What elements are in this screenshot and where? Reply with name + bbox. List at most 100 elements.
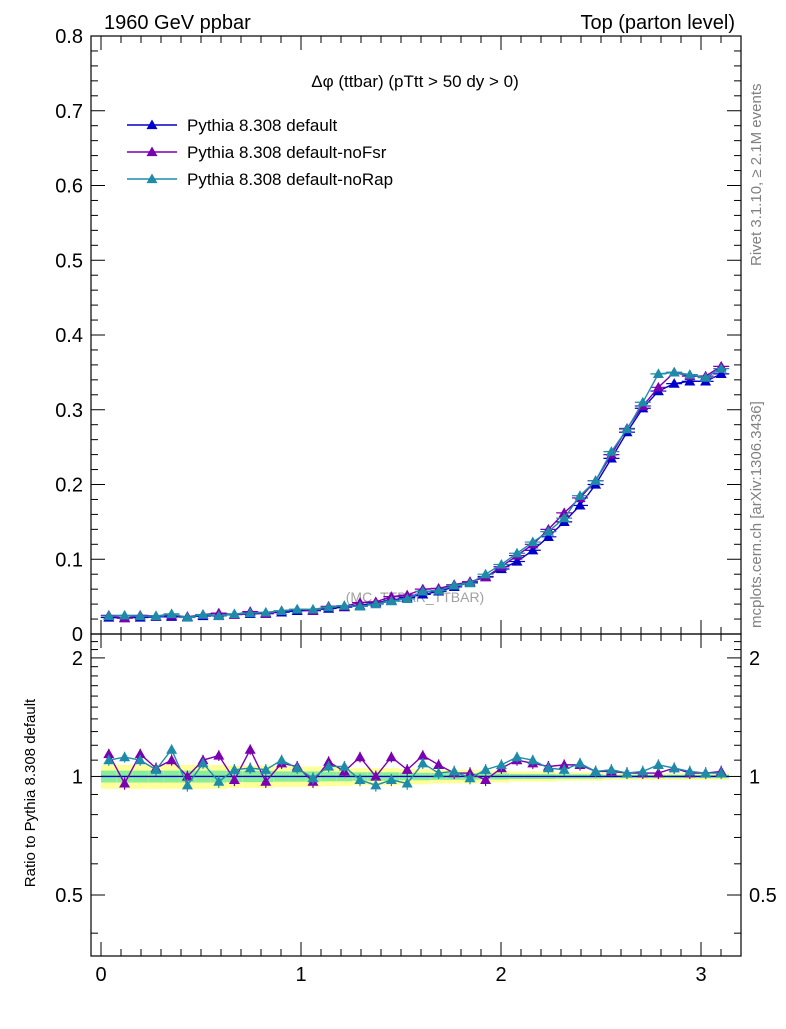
data-point <box>715 363 727 373</box>
ratio-point <box>417 750 429 760</box>
data-point <box>417 585 429 596</box>
ratio-point <box>213 776 225 786</box>
header-right: Top (parton level) <box>580 12 735 34</box>
ratio-point <box>166 754 178 765</box>
data-point <box>276 605 288 615</box>
ratio-panel: 0.5 0.5 1 1 2 2 0 1 2 3 Ratio to Pythia 8.308 def… <box>22 633 777 986</box>
data-point <box>228 608 240 618</box>
ratio-point <box>700 767 712 778</box>
ratio-point <box>370 779 382 790</box>
ratio-point <box>338 760 350 771</box>
ratio-point <box>103 748 115 759</box>
ratio-tick-labels: 0.5 0.5 1 1 2 2 0 1 2 3 <box>55 648 777 986</box>
ratio-point <box>276 754 288 765</box>
mcplots-label: mcplots.cern.ch [arXiv:1306.3436] <box>748 401 765 628</box>
data-point <box>574 499 586 510</box>
ratio-point <box>291 762 303 773</box>
ratio-y-tick-label-right: 1 <box>749 766 760 788</box>
ratio-point <box>590 765 602 776</box>
y-tick-label: 0 <box>72 624 83 646</box>
ratio-point <box>134 754 146 765</box>
y-tick-label: 0.2 <box>55 475 83 497</box>
ratio-point <box>228 764 240 774</box>
ratio-point <box>637 765 649 776</box>
data-point <box>260 606 272 617</box>
data-point <box>652 368 664 378</box>
data-point <box>668 378 680 388</box>
ratio-point <box>495 759 507 770</box>
ratio-point <box>134 748 146 759</box>
ratio-point <box>244 744 256 754</box>
ratio-point <box>260 776 272 786</box>
legend-marker <box>146 173 158 184</box>
ratio-y-tick-label: 1 <box>72 766 83 788</box>
main-series-group <box>100 360 730 623</box>
ratio-point <box>652 759 664 770</box>
ratio-point <box>370 770 382 781</box>
ratio-point <box>401 777 413 788</box>
data-point <box>370 598 382 609</box>
data-point <box>652 381 664 392</box>
ratio-point <box>652 767 664 778</box>
data-point <box>590 475 602 485</box>
legend-marker <box>146 119 158 130</box>
x-tick-label: 1 <box>295 964 306 986</box>
ratio-point <box>213 750 225 760</box>
data-point <box>119 609 131 620</box>
ratio-point <box>480 764 492 774</box>
data-point <box>637 396 649 407</box>
data-point <box>700 372 712 382</box>
y-tick-label: 0.5 <box>55 250 83 272</box>
ratio-ylabel: Ratio to Pythia 8.308 default <box>22 698 39 887</box>
ratio-point <box>605 764 617 774</box>
ratio-frame <box>90 633 742 957</box>
ratio-axis-ticks <box>91 634 741 956</box>
data-point <box>197 609 209 619</box>
legend-marker <box>146 146 158 157</box>
ratio-point <box>417 757 429 768</box>
y-tick-label: 0.4 <box>55 325 83 347</box>
data-point <box>323 601 335 612</box>
ratio-point <box>307 772 319 783</box>
data-point <box>715 368 727 378</box>
data-point <box>605 446 617 456</box>
y-tick-label: 0.7 <box>55 101 83 123</box>
ratio-point <box>558 764 570 774</box>
data-point <box>542 531 554 541</box>
data-point <box>511 555 523 566</box>
rivet-label: Rivet 3.1.10, ≥ 2.1M events <box>748 84 765 267</box>
x-tick-label: 3 <box>695 964 706 986</box>
ratio-point <box>668 762 680 773</box>
ratio-point <box>323 760 335 771</box>
x-tick-label: 2 <box>495 964 506 986</box>
ratio-y-tick-label: 0.5 <box>55 885 83 907</box>
data-point <box>181 612 193 622</box>
data-point <box>558 512 570 523</box>
ratio-point <box>385 774 397 785</box>
y-tick-label: 0.1 <box>55 549 83 571</box>
series-line-2 <box>108 368 722 619</box>
ratio-point <box>715 767 727 778</box>
ratio-point <box>385 751 397 762</box>
data-point <box>495 558 507 569</box>
ratio-point <box>527 754 539 765</box>
legend-entry: Pythia 8.308 default-noRap <box>187 170 393 189</box>
ratio-point <box>621 767 633 778</box>
ratio-line-2 <box>108 748 722 787</box>
data-point <box>213 610 225 621</box>
data-point <box>464 577 476 588</box>
ratio-point <box>574 757 586 768</box>
ratio-point <box>150 764 162 774</box>
series-line-0 <box>108 373 722 619</box>
ratio-point <box>433 767 445 778</box>
chart-title: Δφ (ttbar) (pTtt > 50 dy > 0) <box>311 72 519 91</box>
ratio-point <box>260 764 272 774</box>
ratio-point <box>181 779 193 790</box>
ratio-point <box>464 772 476 783</box>
ratio-point <box>119 777 131 788</box>
ratio-point <box>354 774 366 785</box>
data-point <box>150 610 162 621</box>
data-point <box>684 369 696 379</box>
